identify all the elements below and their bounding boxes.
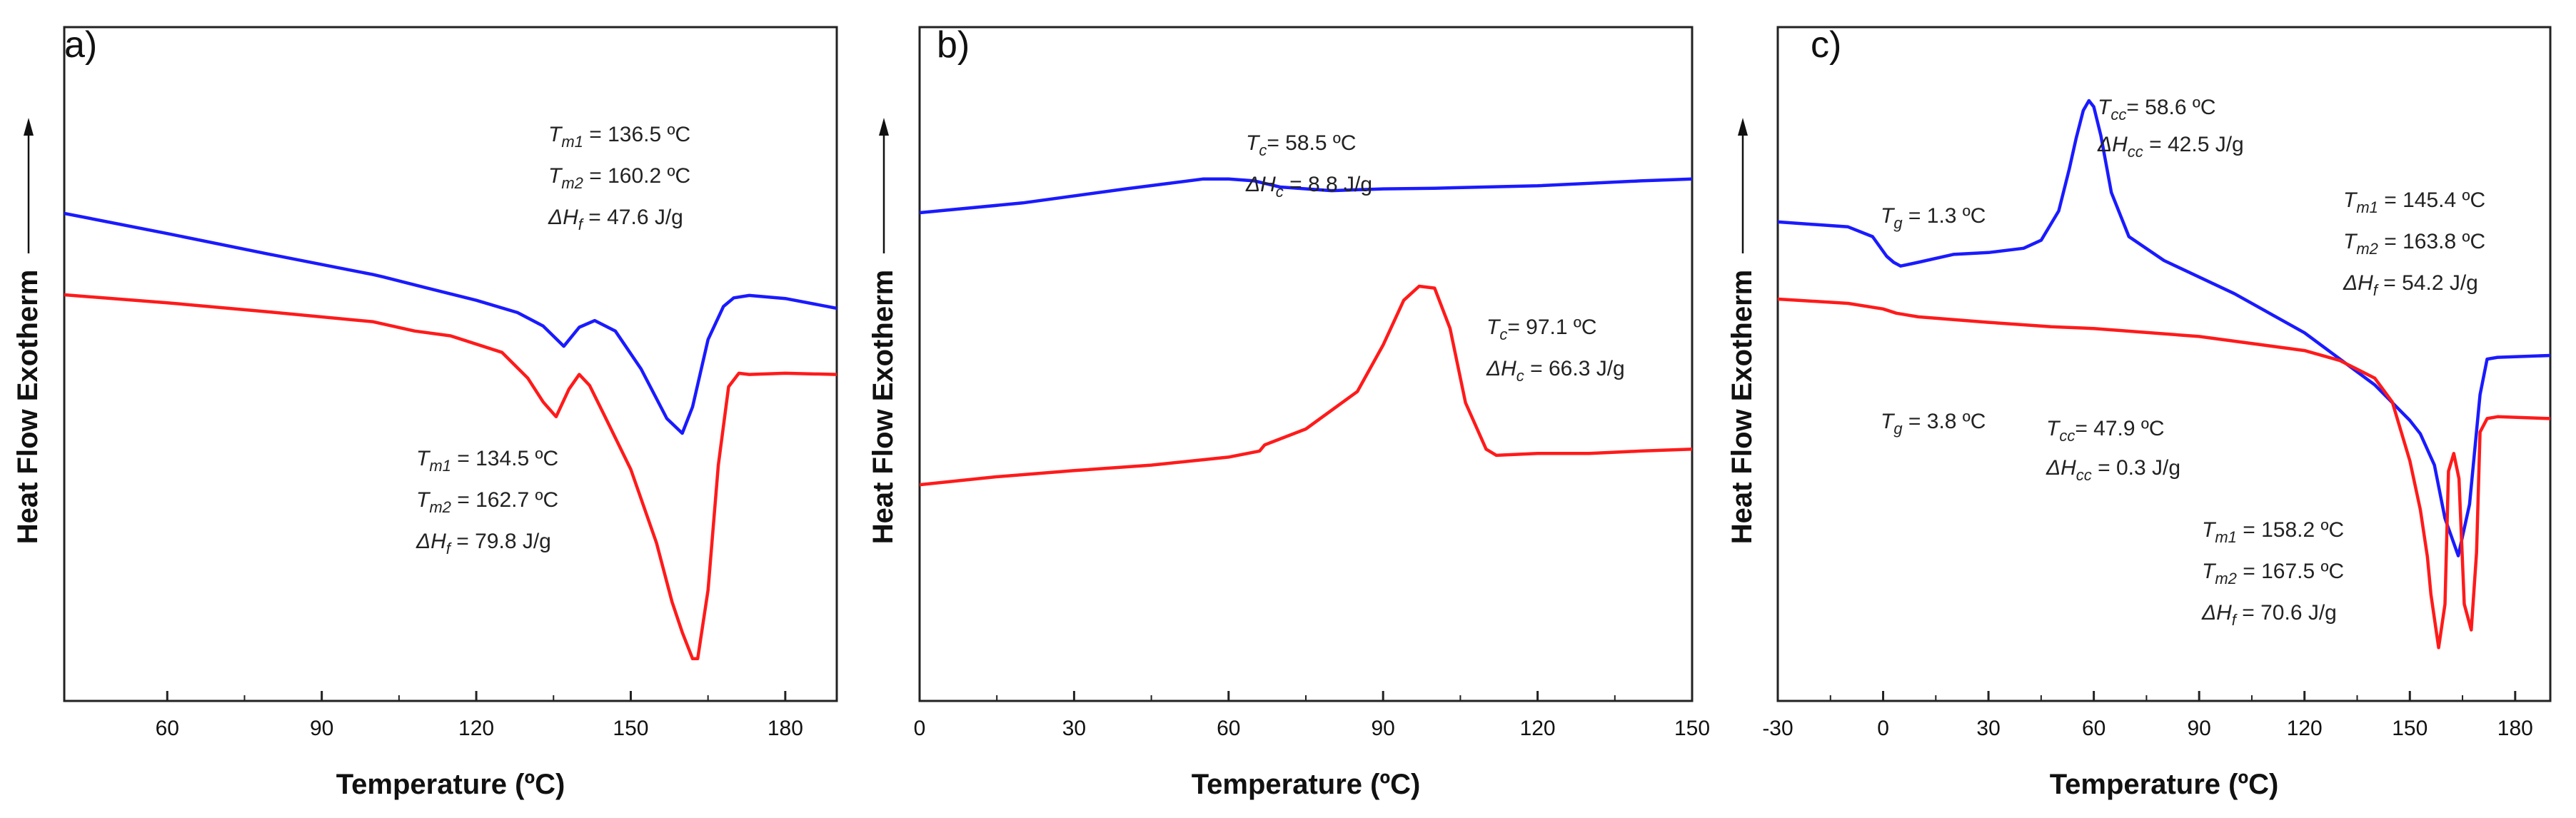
annotation-label: ΔHc = 66.3 J/g (1486, 357, 1625, 385)
x-tick-label: 120 (458, 717, 494, 740)
x-tick-label: 120 (2287, 717, 2323, 740)
exotherm-arrowhead (879, 118, 889, 136)
annotation-label: Tm2 = 163.8 ºC (2343, 230, 2485, 258)
x-tick-label: -30 (1762, 717, 1793, 740)
annotation-label: Tm1 = 136.5 ºC (548, 123, 690, 151)
series-red-line (1778, 297, 2550, 650)
series-blue-line (920, 177, 1692, 215)
exotherm-arrowhead (24, 118, 34, 136)
x-tick-label: 180 (2497, 717, 2533, 740)
exotherm-arrowhead (1738, 118, 1748, 136)
x-tick-label: 0 (914, 717, 926, 740)
annotation-label: ΔHcc = 0.3 J/g (2046, 456, 2180, 484)
x-axis-title: Temperature (ºC) (2050, 769, 2279, 800)
x-tick-label: 30 (1976, 717, 2000, 740)
annotation-label: ΔHc = 8.8 J/g (1245, 173, 1372, 201)
x-axis-title: Temperature (ºC) (1192, 769, 1421, 800)
x-tick-label: 150 (2392, 717, 2427, 740)
series-blue-line (64, 211, 837, 435)
annotation-label: Tm1 = 134.5 ºC (416, 447, 558, 475)
panel-label: c) (1811, 24, 1841, 66)
annotation-label: ΔHf = 79.8 J/g (416, 530, 551, 557)
panel-label: a) (64, 24, 97, 66)
chart-panel-2: b) 0 30 60 90 120 150 Temperature (ºC) Heat Flow… (867, 24, 1710, 800)
annotation-label: Tm2 = 160.2 ºC (548, 164, 690, 192)
x-tick-label: 30 (1062, 717, 1086, 740)
annotation-label: Tm2 = 162.7 ºC (416, 488, 558, 516)
x-axis-title: Temperature (ºC) (336, 769, 565, 800)
x-tick-label: 0 (1877, 717, 1889, 740)
annotation-label: Tcc= 47.9 ºC (2046, 417, 2165, 445)
chart-panel-3: c) -30 0 30 60 90 120 150 180 Temperature (ºC) Hea… (1726, 24, 2552, 800)
x-tick-label: 90 (310, 717, 333, 740)
annotation-label: Tm1 = 145.4 ºC (2343, 188, 2485, 216)
y-axis-title: Heat Flow Exotherm (867, 270, 899, 545)
annotation-label: Tm2 = 167.5 ºC (2202, 560, 2344, 587)
annotation-label: Tg = 3.8 ºC (1881, 410, 1986, 438)
panel-label: b) (937, 24, 970, 66)
annotation-label: Tc= 97.1 ºC (1486, 315, 1597, 343)
x-tick-label: 60 (2082, 717, 2105, 740)
annotation-label: ΔHcc = 42.5 J/g (2097, 133, 2244, 161)
x-tick-label: 60 (156, 717, 179, 740)
annotation-label: ΔHf = 70.6 J/g (2201, 601, 2337, 629)
x-tick-label: 60 (1217, 717, 1240, 740)
plot-frame (1776, 26, 2552, 702)
series-red-line (64, 293, 837, 661)
plot-frame (63, 26, 838, 702)
y-axis-title: Heat Flow Exotherm (12, 270, 44, 545)
series-red-line (920, 284, 1692, 487)
annotation-label: Tc= 58.5 ºC (1246, 131, 1357, 159)
x-tick-label: 120 (1520, 717, 1556, 740)
x-tick-label: 180 (768, 717, 803, 740)
annotation-label: Tm1 = 158.2 ºC (2202, 518, 2344, 546)
x-tick-label: 150 (613, 717, 648, 740)
annotation-label: Tg = 1.3 ºC (1881, 204, 1986, 232)
chart-panel-1: a) 60 90 120 150 180 Temperature (ºC) Heat Flow… (12, 24, 838, 800)
x-tick-label: 90 (1372, 717, 1395, 740)
x-tick-label: 90 (2187, 717, 2210, 740)
annotation-label: ΔHf = 54.2 J/g (2343, 271, 2478, 299)
annotation-label: ΔHf = 47.6 J/g (548, 206, 683, 233)
y-axis-title: Heat Flow Exotherm (1726, 270, 1758, 545)
x-tick-label: 150 (1674, 717, 1710, 740)
series-blue-line (1778, 99, 2550, 557)
annotation-label: Tcc= 58.6 ºC (2098, 96, 2216, 123)
